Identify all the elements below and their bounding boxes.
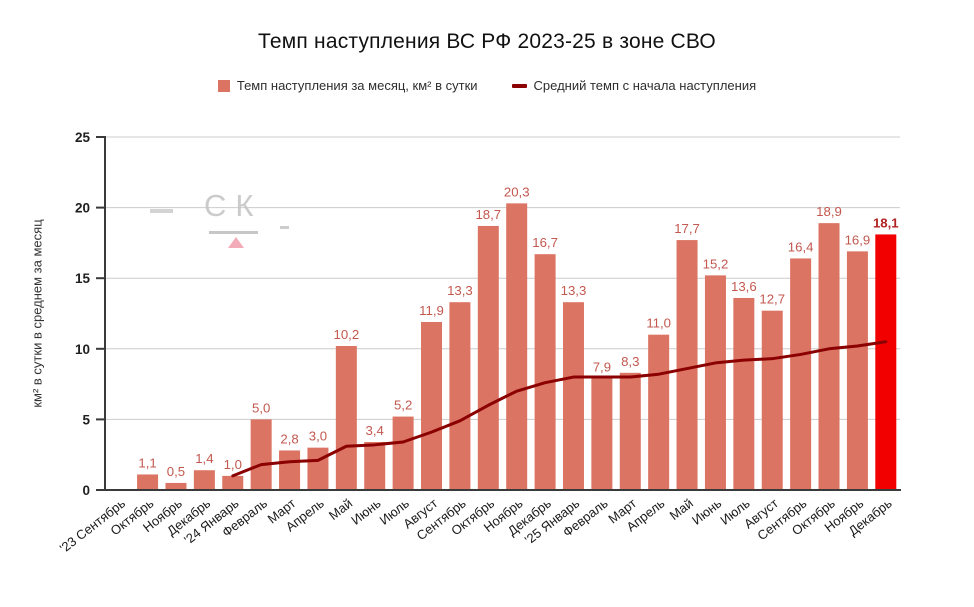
bar: [676, 240, 698, 490]
bar-value-label: 3,4: [366, 423, 384, 438]
bar: [137, 474, 159, 490]
bar-value-label: 13,3: [447, 283, 473, 298]
bar-value-label: 10,2: [334, 327, 360, 342]
legend-item-bars: Темп наступления за месяц, км² в сутки: [217, 78, 478, 93]
bar: [733, 297, 755, 490]
bar-value-label: 18,7: [475, 207, 501, 222]
bar-highlighted: [875, 234, 897, 490]
bar: [790, 258, 812, 490]
bar: [421, 321, 443, 490]
average-line: [231, 340, 888, 478]
bar-value-label: 16,7: [532, 235, 558, 250]
bar: [846, 251, 868, 490]
legend-item-line: Средний темп с начала наступления: [511, 78, 757, 93]
bar: [335, 345, 357, 490]
bar: [193, 470, 215, 490]
bar-series-swatch-icon: [217, 79, 230, 92]
y-tick-label: 5: [82, 412, 90, 427]
watermark-underline-icon: [209, 231, 258, 234]
bar: [477, 225, 499, 490]
bar-value-label: 1,0: [224, 457, 242, 472]
bar: [364, 441, 386, 490]
bar: [619, 372, 641, 490]
bar-value-label: 12,7: [759, 292, 785, 307]
bar-value-label: 18,9: [816, 204, 842, 219]
bar: [648, 334, 670, 490]
x-axis-label: Июнь: [348, 495, 383, 527]
legend-line-label: Средний темп с начала наступления: [533, 78, 757, 93]
bar: [165, 482, 187, 490]
bar-value-label: 11,0: [646, 316, 671, 331]
y-tick-label: 20: [75, 201, 90, 216]
bar: [562, 302, 584, 490]
y-tick-label: 0: [82, 483, 90, 498]
bar-value-label: 13,3: [561, 283, 587, 298]
watermark-dash-icon: [150, 209, 173, 213]
line-series-swatch-icon: [511, 83, 527, 88]
bar: [222, 475, 244, 490]
bar-value-label: 13,6: [731, 279, 757, 294]
bar-value-label: 20,3: [504, 184, 530, 199]
bar-value-label: 1,1: [138, 455, 156, 470]
chart-title: Темп наступления ВС РФ 2023-25 в зоне СВ…: [258, 30, 716, 53]
bar: [279, 450, 301, 490]
bar: [704, 275, 726, 490]
bar-value-label: 7,9: [593, 359, 611, 374]
bar: [506, 203, 528, 490]
bar: [449, 302, 471, 490]
bar: [818, 223, 840, 490]
bar-value-label: 2,8: [280, 431, 298, 446]
bar-value-label: 0,5: [167, 464, 185, 479]
y-tick-label: 25: [75, 130, 91, 145]
bar-value-label: 11,9: [419, 303, 444, 318]
bar-value-label: 5,0: [252, 400, 270, 415]
bar-value-label: 16,9: [845, 232, 871, 247]
bar-value-label: 8,3: [621, 354, 639, 369]
y-tick-label: 10: [75, 342, 90, 357]
legend-bars-label: Темп наступления за месяц, км² в сутки: [236, 78, 478, 93]
bar-value-label: 18,1: [873, 215, 899, 230]
legend: Темп наступления за месяц, км² в сутки С…: [0, 78, 974, 93]
bar-value-label: 5,2: [394, 398, 412, 413]
watermark-small-dash-icon: [280, 226, 289, 229]
bar: [307, 447, 329, 490]
x-axis-label: Июнь: [689, 495, 724, 527]
bar: [250, 419, 272, 490]
bar: [591, 378, 613, 490]
watermark-triangle-icon: [228, 237, 244, 248]
y-tick-label: 15: [75, 271, 91, 286]
bar: [392, 416, 414, 490]
bar-value-label: 1,4: [195, 451, 213, 466]
bar-value-label: 17,7: [674, 221, 700, 236]
watermark-logo-text: СК: [204, 188, 263, 223]
bar: [761, 310, 783, 490]
bar-value-label: 16,4: [788, 239, 814, 254]
bar: [534, 254, 556, 490]
bar-value-label: 15,2: [703, 256, 729, 271]
bar-value-label: 3,0: [309, 429, 327, 444]
